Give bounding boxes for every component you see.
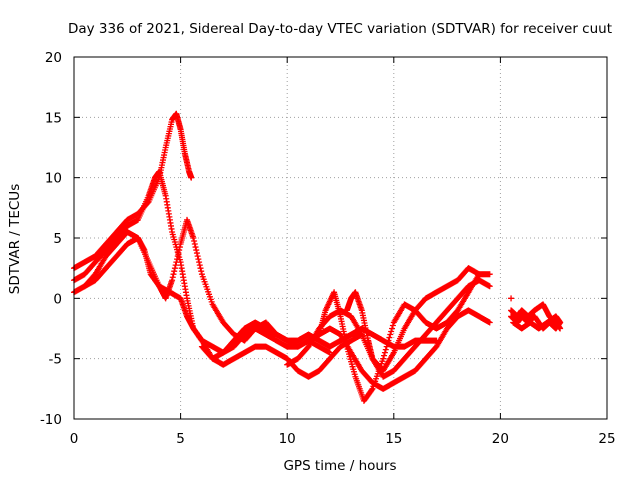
- x-tick-label: 10: [279, 431, 296, 447]
- track-4-point: [191, 238, 198, 245]
- track-4-point: [173, 259, 180, 266]
- track-11-point: [557, 319, 564, 326]
- isolated-point-point: [508, 295, 515, 302]
- track-7-point: [381, 352, 388, 359]
- track-7-point: [486, 271, 493, 278]
- track-4-point: [170, 271, 177, 278]
- track-7-point: [380, 355, 387, 362]
- track-7-point: [383, 343, 390, 350]
- track-6-point: [486, 283, 493, 290]
- track-7-point: [386, 334, 393, 341]
- y-tick-label: -5: [49, 352, 62, 368]
- track-4-point: [190, 235, 197, 241]
- x-tick-label: 5: [176, 431, 185, 447]
- axis-ticks: 0 5 10 15 20 25 -10 -5 0 5 10 15 20: [40, 50, 616, 447]
- track-4-point: [171, 268, 178, 275]
- track-4-point: [174, 256, 181, 263]
- track-7-point: [368, 386, 375, 393]
- y-tick-label: 0: [53, 291, 62, 307]
- track-4-point: [198, 268, 205, 275]
- track-8-point: [476, 271, 483, 278]
- track-4-point: [174, 253, 181, 260]
- track-4-point: [169, 274, 176, 281]
- track-7-point: [382, 346, 389, 353]
- track-4-point: [197, 265, 204, 272]
- y-tick-label: 20: [45, 50, 62, 66]
- track-4-point: [191, 241, 198, 248]
- track-4-point: [169, 277, 176, 284]
- track-4-point: [175, 250, 182, 257]
- chart-title: Day 336 of 2021, Sidereal Day-to-day VTE…: [68, 21, 612, 37]
- track-7-point: [387, 331, 394, 338]
- track-4-point: [196, 262, 203, 269]
- track-5-point: [486, 319, 493, 326]
- track-7-point: [384, 340, 391, 347]
- track-4-point: [171, 265, 178, 272]
- track-4-point: [193, 250, 200, 257]
- track-7-point: [385, 337, 392, 344]
- x-axis-label: GPS time / hours: [283, 458, 396, 474]
- track-4-point: [195, 256, 202, 263]
- track-4-point: [193, 247, 200, 254]
- track-4-point: [194, 253, 201, 260]
- track-4-point: [192, 244, 199, 251]
- x-tick-label: 25: [598, 431, 615, 447]
- y-tick-label: 10: [45, 171, 62, 187]
- track-7-point: [381, 349, 388, 356]
- track-4-point: [196, 259, 203, 266]
- track-7-point: [389, 322, 396, 329]
- x-tick-label: 20: [492, 431, 509, 447]
- y-axis-label: SDTVAR / TECUs: [7, 184, 23, 294]
- y-tick-label: -10: [40, 412, 62, 428]
- track-4-point: [172, 262, 179, 269]
- track-1-point: [188, 174, 195, 181]
- track-10-point: [557, 325, 564, 332]
- track-7-point: [389, 325, 396, 332]
- grid-lines: [74, 57, 607, 419]
- track-2-point: [326, 349, 333, 356]
- track-4-point: [176, 244, 183, 251]
- track-7-point: [388, 328, 395, 335]
- x-tick-label: 0: [70, 431, 79, 447]
- y-tick-label: 5: [53, 231, 62, 247]
- data-points: [71, 110, 564, 404]
- x-tick-label: 15: [385, 431, 402, 447]
- track-4-point: [176, 247, 183, 254]
- y-tick-label: 15: [45, 110, 62, 126]
